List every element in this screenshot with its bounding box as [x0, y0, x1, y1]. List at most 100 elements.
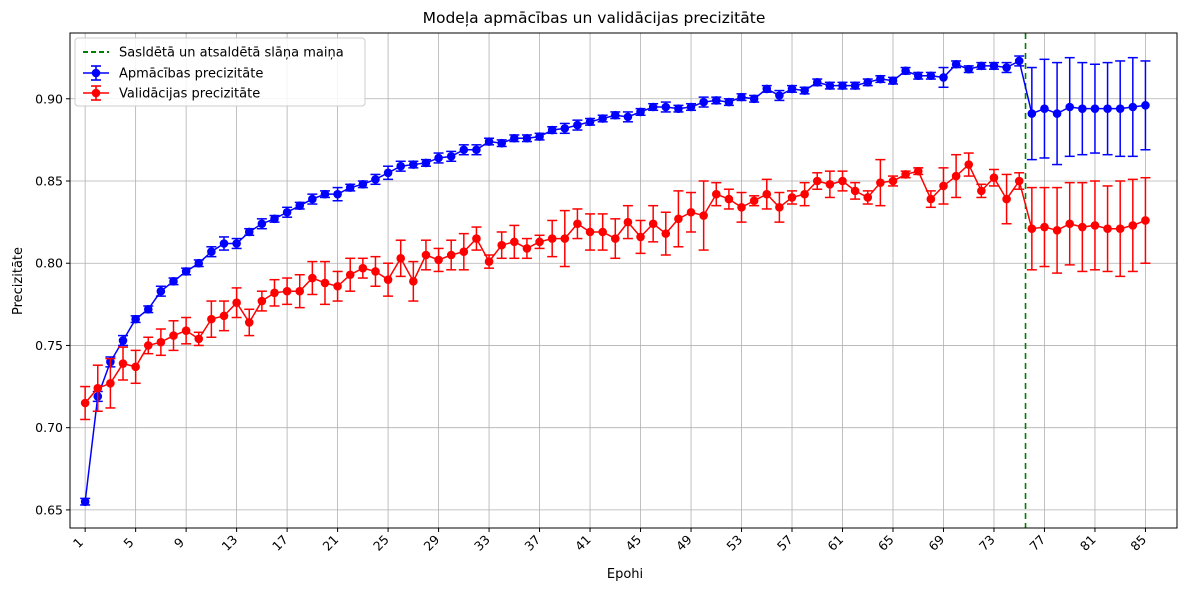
data-point	[232, 239, 241, 248]
data-point	[421, 158, 431, 168]
data-point	[1141, 216, 1150, 225]
y-axis-title: Precizitāte	[11, 247, 26, 315]
data-point	[838, 176, 847, 186]
data-point	[648, 102, 658, 112]
data-point	[320, 278, 330, 288]
data-point	[674, 104, 683, 113]
data-point	[358, 263, 368, 273]
data-point	[913, 71, 923, 81]
data-point	[219, 311, 229, 321]
data-point	[207, 314, 216, 324]
data-point	[169, 277, 178, 286]
data-point	[131, 362, 140, 372]
data-point	[244, 227, 254, 237]
data-point	[1141, 101, 1150, 110]
data-point	[762, 189, 772, 199]
data-point	[219, 239, 229, 248]
data-point	[244, 318, 254, 327]
data-point	[1002, 194, 1011, 204]
data-point	[623, 112, 633, 122]
y-tick-label: 0.90	[35, 91, 63, 106]
series-layer	[80, 55, 1151, 506]
data-point	[1090, 104, 1100, 113]
data-point	[80, 398, 90, 408]
data-point	[547, 125, 557, 135]
data-point	[775, 203, 784, 212]
data-point	[1014, 56, 1024, 66]
x-axis-title: Epohi	[607, 567, 643, 582]
data-point	[573, 120, 582, 130]
data-point	[282, 286, 292, 296]
data-point	[737, 92, 746, 102]
data-point	[926, 71, 936, 81]
data-point	[383, 168, 393, 178]
data-point	[787, 84, 797, 94]
data-point	[333, 189, 342, 199]
data-point	[181, 267, 191, 276]
data-point	[989, 61, 999, 71]
data-point	[737, 203, 746, 212]
data-point	[699, 97, 708, 107]
data-point	[522, 244, 532, 253]
data-point	[308, 194, 317, 204]
data-point	[598, 227, 607, 237]
data-point	[724, 194, 734, 204]
legend-swatch-validation	[83, 85, 109, 101]
data-point	[345, 270, 355, 280]
data-point	[901, 170, 910, 179]
data-point	[358, 179, 368, 189]
chart-title: Modeļa apmācības un validācijas precizit…	[423, 9, 766, 27]
data-point	[409, 160, 418, 169]
data-point	[1115, 104, 1125, 113]
data-point	[876, 178, 885, 187]
data-point	[1103, 104, 1112, 113]
y-tick-label: 0.75	[35, 338, 63, 353]
data-point	[383, 275, 393, 284]
data-point	[282, 207, 292, 217]
data-point	[876, 74, 885, 84]
legend-label-train: Apmācības precizitāte	[119, 67, 263, 82]
data-point	[1002, 63, 1011, 72]
data-point	[131, 314, 140, 324]
data-point	[964, 160, 974, 169]
data-point	[207, 247, 216, 257]
data-point	[1052, 226, 1062, 235]
y-tick-label: 0.70	[35, 420, 63, 435]
data-point	[257, 219, 267, 229]
data-point	[446, 152, 456, 161]
data-point	[459, 145, 469, 155]
data-point	[434, 153, 443, 163]
data-point	[169, 331, 178, 340]
data-point	[510, 237, 519, 247]
data-point	[80, 497, 90, 506]
data-point	[560, 234, 570, 243]
series-train	[80, 55, 1151, 506]
data-point	[1103, 224, 1112, 233]
data-point	[699, 211, 708, 220]
data-point	[623, 217, 633, 227]
data-point	[926, 194, 936, 204]
data-point	[1128, 102, 1138, 112]
data-point	[863, 78, 873, 87]
data-point	[1065, 102, 1075, 112]
data-point	[156, 286, 166, 296]
data-point	[749, 196, 759, 206]
data-point	[1014, 176, 1024, 186]
data-point	[371, 175, 380, 184]
data-point	[636, 107, 645, 117]
data-point	[535, 132, 544, 141]
data-point	[913, 166, 923, 176]
data-point	[1040, 104, 1049, 113]
data-point	[825, 81, 835, 90]
data-point	[888, 76, 898, 85]
data-point	[1065, 219, 1075, 229]
data-point	[977, 61, 986, 71]
data-point	[446, 250, 456, 260]
data-point	[711, 189, 721, 199]
data-point	[939, 181, 948, 191]
data-point	[1115, 224, 1125, 233]
data-point	[535, 237, 544, 247]
data-point	[648, 219, 658, 229]
data-point	[421, 250, 431, 260]
data-point	[459, 247, 469, 257]
